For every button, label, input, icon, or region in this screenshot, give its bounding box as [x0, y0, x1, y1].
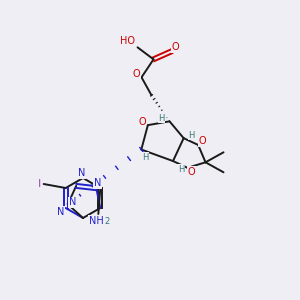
Text: N: N — [57, 207, 64, 217]
Text: I: I — [38, 179, 41, 189]
Text: H: H — [158, 114, 165, 123]
Text: 2: 2 — [105, 218, 110, 226]
Text: O: O — [172, 42, 179, 52]
Text: H: H — [188, 131, 195, 140]
Text: H: H — [178, 165, 184, 174]
Text: NH: NH — [89, 216, 104, 226]
Text: N: N — [94, 178, 101, 188]
Text: HO: HO — [120, 36, 135, 46]
Text: O: O — [188, 167, 195, 177]
Text: H: H — [142, 153, 148, 162]
Text: N: N — [78, 168, 86, 178]
Text: O: O — [133, 69, 140, 79]
Text: N: N — [69, 197, 76, 207]
Text: O: O — [198, 136, 206, 146]
Text: O: O — [138, 117, 146, 127]
